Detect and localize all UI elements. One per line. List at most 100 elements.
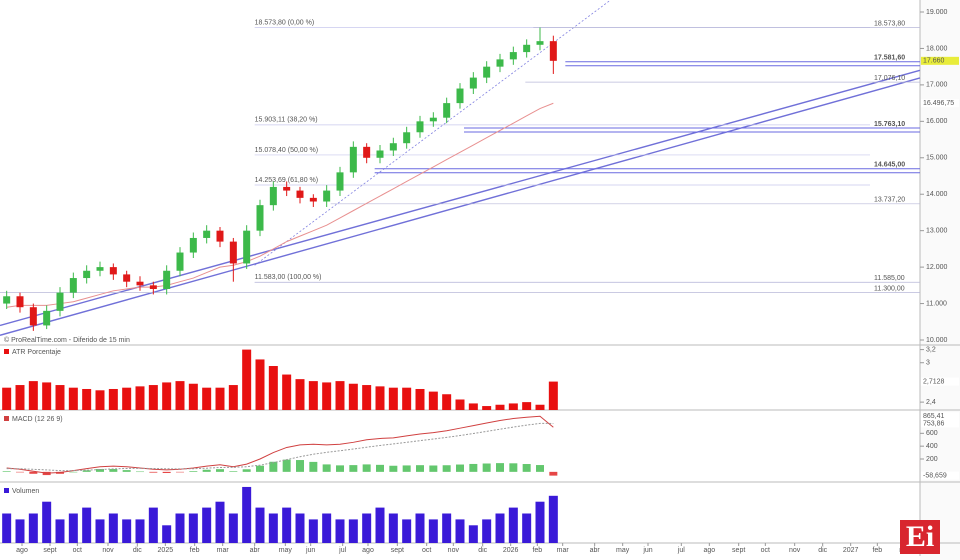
histogram-bar xyxy=(69,471,78,473)
y-tick-label: 17.000 xyxy=(926,82,948,89)
histogram-bar xyxy=(109,469,118,472)
x-tick-label: nov xyxy=(102,547,114,554)
y-tick-label: 18.000 xyxy=(926,45,948,52)
bar xyxy=(508,507,518,543)
level-label: 18.573,80 xyxy=(874,20,905,27)
x-tick-label: jul xyxy=(677,547,685,554)
bar xyxy=(375,386,385,410)
x-tick-label: sept xyxy=(43,547,56,554)
axis-tag-label: 2,7128 xyxy=(923,378,945,385)
candle-body xyxy=(96,267,104,271)
bar xyxy=(188,383,198,410)
candle-body xyxy=(496,59,504,67)
bar xyxy=(268,513,278,543)
bar xyxy=(228,513,238,543)
candle-body xyxy=(16,296,24,308)
bar xyxy=(375,507,385,543)
x-tick-label: may xyxy=(279,547,293,554)
candle-body xyxy=(3,296,11,304)
bar xyxy=(242,486,252,543)
bar xyxy=(548,495,558,543)
axis-tag xyxy=(921,99,959,108)
candle-body xyxy=(336,172,344,191)
bar xyxy=(482,406,492,410)
y-tick-label: 600 xyxy=(926,430,938,437)
x-tick-label: jun xyxy=(305,547,315,554)
panel-icon xyxy=(4,349,9,354)
bar xyxy=(15,385,25,410)
bar xyxy=(175,513,185,543)
bar xyxy=(335,381,345,410)
bar xyxy=(402,387,412,410)
x-tick-label: nov xyxy=(789,547,801,554)
bar xyxy=(495,513,505,543)
bar xyxy=(455,399,465,410)
level-label: 11.585,00 xyxy=(874,275,905,282)
histogram-bar xyxy=(402,465,411,472)
bar xyxy=(122,519,132,543)
histogram-bar xyxy=(482,463,491,472)
candle-body xyxy=(523,44,531,53)
bar xyxy=(55,519,65,543)
bar xyxy=(175,381,185,410)
candle-body xyxy=(136,281,144,286)
x-tick-label: ago xyxy=(16,547,28,554)
bar xyxy=(468,403,478,410)
fib-label: 15.078,40 (50,00 %) xyxy=(255,147,318,154)
bar xyxy=(95,519,105,543)
bar xyxy=(228,385,238,410)
candle-body xyxy=(389,143,397,151)
y-tick-label: 13.000 xyxy=(926,228,948,235)
candle-body xyxy=(83,270,91,279)
x-tick-label: mar xyxy=(217,547,230,554)
macd-line xyxy=(6,422,554,472)
bar xyxy=(122,387,132,410)
bar xyxy=(362,385,372,410)
x-tick-label: dic xyxy=(818,547,827,554)
candle-body xyxy=(123,274,131,282)
bar xyxy=(215,501,225,543)
x-tick-label: oct xyxy=(422,547,431,554)
level-label: 15.763,10 xyxy=(874,121,905,128)
bar xyxy=(68,387,78,410)
axis-tag xyxy=(921,56,959,65)
bar xyxy=(322,513,332,543)
candle-body xyxy=(323,190,331,202)
bar xyxy=(442,394,452,410)
bar xyxy=(548,381,558,410)
bar xyxy=(335,519,345,543)
histogram-bar xyxy=(189,471,198,472)
trendline xyxy=(254,0,611,266)
bar xyxy=(108,388,118,410)
bar xyxy=(95,390,105,410)
bar xyxy=(215,387,225,410)
candle-body xyxy=(363,146,371,158)
histogram-bar xyxy=(269,461,278,472)
y-tick-label: 11.000 xyxy=(926,300,947,307)
histogram-bar xyxy=(122,470,131,472)
bar xyxy=(255,507,265,543)
histogram-bar xyxy=(509,463,518,472)
bar xyxy=(28,513,38,543)
level-label: 17.581,60 xyxy=(874,55,905,62)
histogram-bar xyxy=(376,464,384,472)
candle-body xyxy=(403,132,411,144)
histogram-bar xyxy=(176,471,184,473)
histogram-bar xyxy=(549,471,558,476)
x-tick-label: oct xyxy=(761,547,770,554)
x-tick-label: 2027 xyxy=(843,547,859,554)
y-tick-label: 14.000 xyxy=(926,191,948,198)
bar xyxy=(202,507,212,543)
bar xyxy=(42,382,52,410)
candle-body xyxy=(416,121,424,133)
candle-body xyxy=(243,230,251,264)
candle-body xyxy=(296,190,304,198)
y-tick-label: 2,4 xyxy=(926,399,936,406)
y-tick-label: 3,2 xyxy=(926,346,936,353)
watermark: Ei xyxy=(900,520,940,554)
level-label: 11.300,00 xyxy=(874,285,905,292)
bar xyxy=(428,519,438,543)
x-tick-label: sept xyxy=(391,547,404,554)
bar xyxy=(15,519,25,543)
bar xyxy=(348,383,358,410)
